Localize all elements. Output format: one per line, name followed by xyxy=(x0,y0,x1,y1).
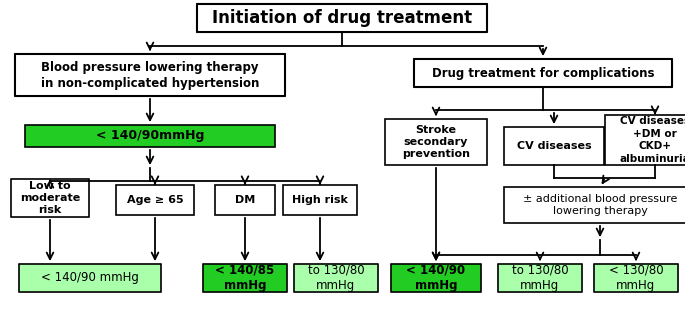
FancyBboxPatch shape xyxy=(116,185,194,215)
Text: < 140/90
mmHg: < 140/90 mmHg xyxy=(406,263,466,293)
FancyBboxPatch shape xyxy=(197,4,487,32)
FancyBboxPatch shape xyxy=(605,115,685,165)
Text: Age ≥ 65: Age ≥ 65 xyxy=(127,195,184,205)
FancyBboxPatch shape xyxy=(385,119,487,165)
Text: DM: DM xyxy=(235,195,255,205)
Text: ± additional blood pressure
lowering therapy: ± additional blood pressure lowering the… xyxy=(523,194,677,216)
FancyBboxPatch shape xyxy=(504,187,685,223)
Text: < 140/90mmHg: < 140/90mmHg xyxy=(96,129,204,143)
FancyBboxPatch shape xyxy=(11,179,89,217)
Text: < 140/90 mmHg: < 140/90 mmHg xyxy=(41,272,139,284)
Text: Drug treatment for complications: Drug treatment for complications xyxy=(432,67,654,79)
FancyBboxPatch shape xyxy=(215,185,275,215)
FancyBboxPatch shape xyxy=(391,264,481,292)
Text: Stroke
secondary
prevention: Stroke secondary prevention xyxy=(402,125,470,160)
FancyBboxPatch shape xyxy=(15,54,285,96)
Text: < 140/85
mmHg: < 140/85 mmHg xyxy=(215,263,275,293)
Text: < 130/80
mmHg: < 130/80 mmHg xyxy=(609,263,663,293)
FancyBboxPatch shape xyxy=(283,185,357,215)
Text: to 130/80
mmHg: to 130/80 mmHg xyxy=(512,263,569,293)
Text: CV diseases
+DM or
CKD+
albuminuria: CV diseases +DM or CKD+ albuminuria xyxy=(620,116,685,164)
Text: Low to
moderate
risk: Low to moderate risk xyxy=(20,181,80,215)
FancyBboxPatch shape xyxy=(414,59,672,87)
FancyBboxPatch shape xyxy=(294,264,378,292)
FancyBboxPatch shape xyxy=(19,264,161,292)
FancyBboxPatch shape xyxy=(594,264,678,292)
Text: Initiation of drug treatment: Initiation of drug treatment xyxy=(212,9,472,27)
Text: High risk: High risk xyxy=(292,195,348,205)
FancyBboxPatch shape xyxy=(504,127,604,165)
FancyBboxPatch shape xyxy=(498,264,582,292)
FancyBboxPatch shape xyxy=(203,264,287,292)
Text: to 130/80
mmHg: to 130/80 mmHg xyxy=(308,263,364,293)
Text: Blood pressure lowering therapy
in non-complicated hypertension: Blood pressure lowering therapy in non-c… xyxy=(41,61,259,89)
Text: CV diseases: CV diseases xyxy=(516,141,591,151)
FancyBboxPatch shape xyxy=(25,125,275,147)
